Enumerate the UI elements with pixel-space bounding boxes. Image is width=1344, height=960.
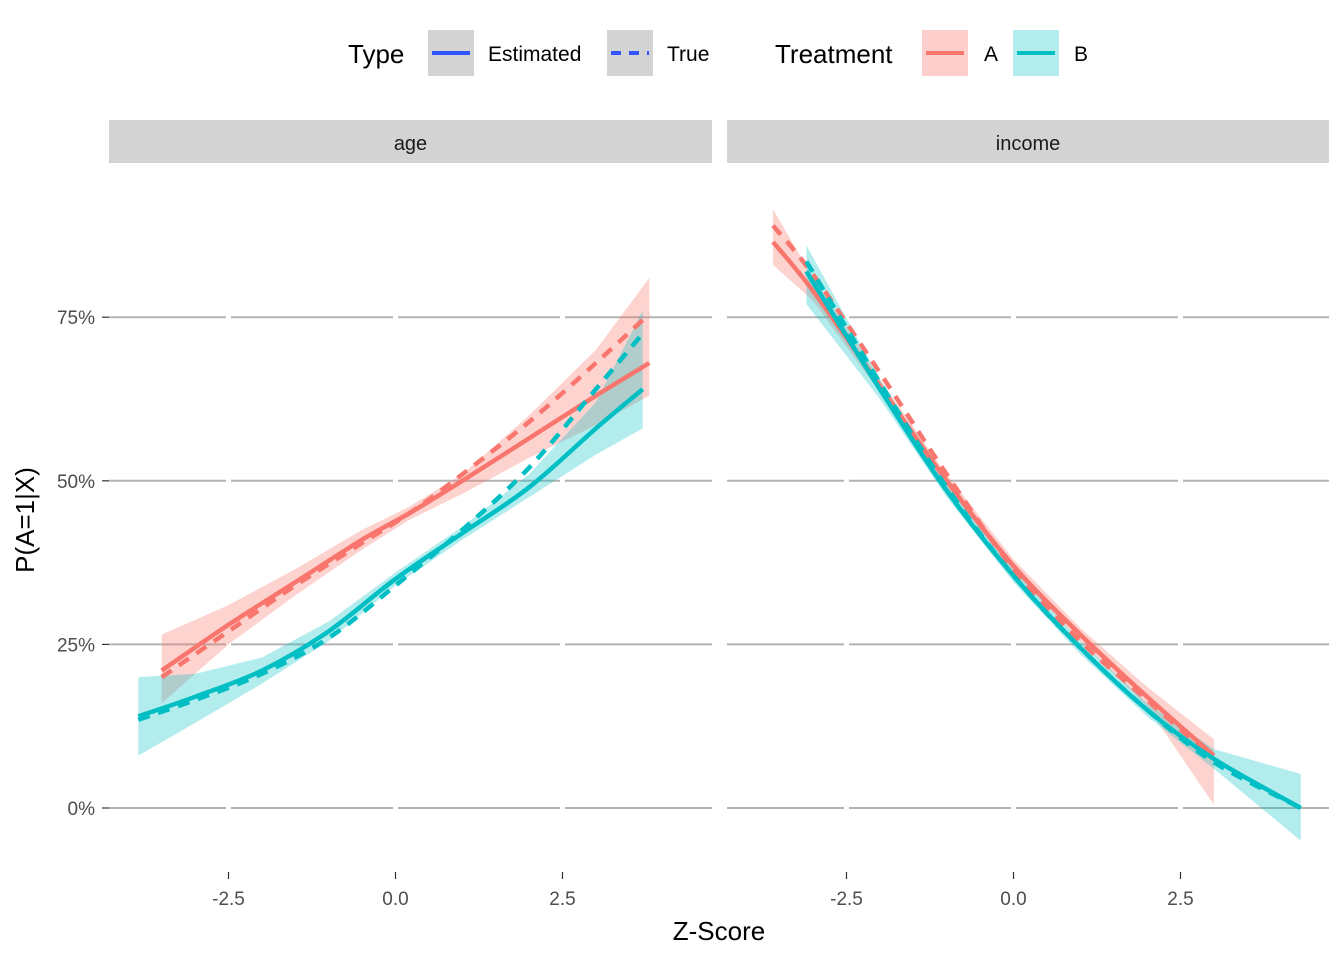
line-income-b-true <box>804 260 1302 810</box>
y-tick-label: 25% <box>57 635 95 656</box>
line-income-b-estimated <box>804 270 1302 810</box>
panel-age <box>109 168 712 872</box>
y-tick-label: 0% <box>68 799 96 820</box>
legend-label-b: B <box>1074 43 1088 66</box>
x-tick-label: 0.0 <box>1000 889 1026 910</box>
legend-label-a: A <box>984 43 998 66</box>
legend-label-estimated: Estimated <box>488 43 581 66</box>
x-tick-label: 2.5 <box>1167 889 1193 910</box>
ribbon-age-b <box>138 310 643 756</box>
y-tick-label: 50% <box>57 472 95 493</box>
line-age-a-true <box>160 312 651 679</box>
legend-type-title: Type <box>348 39 404 69</box>
x-axis-title: Z-Score <box>673 916 765 946</box>
y-axis: 0% 25% 50% 75% <box>57 308 109 820</box>
x-tick-label: -2.5 <box>830 889 863 910</box>
panel-income <box>727 168 1329 872</box>
panel-title-age: age <box>394 133 427 155</box>
panel-strip-income <box>727 120 1329 163</box>
x-axis: -2.5 0.0 2.5 -2.5 0.0 2.5 <box>212 872 1194 910</box>
legend-label-true: True <box>667 43 709 66</box>
panel-strip-age <box>109 120 712 163</box>
legend-treatment-title: Treatment <box>775 39 893 69</box>
legend: Type Estimated True Treatment A B <box>348 30 1088 76</box>
x-tick-label: 2.5 <box>549 889 575 910</box>
line-age-b-true <box>137 332 645 722</box>
y-axis-title: P(A=1|X) <box>10 467 40 573</box>
ribbon-age-a <box>161 277 650 704</box>
y-tick-label: 75% <box>57 308 95 329</box>
line-age-b-estimated <box>137 387 645 719</box>
panel-title-income: income <box>996 133 1060 155</box>
ribbon-income-b <box>806 245 1301 841</box>
x-tick-label: 0.0 <box>382 889 408 910</box>
x-tick-label: -2.5 <box>212 889 245 910</box>
